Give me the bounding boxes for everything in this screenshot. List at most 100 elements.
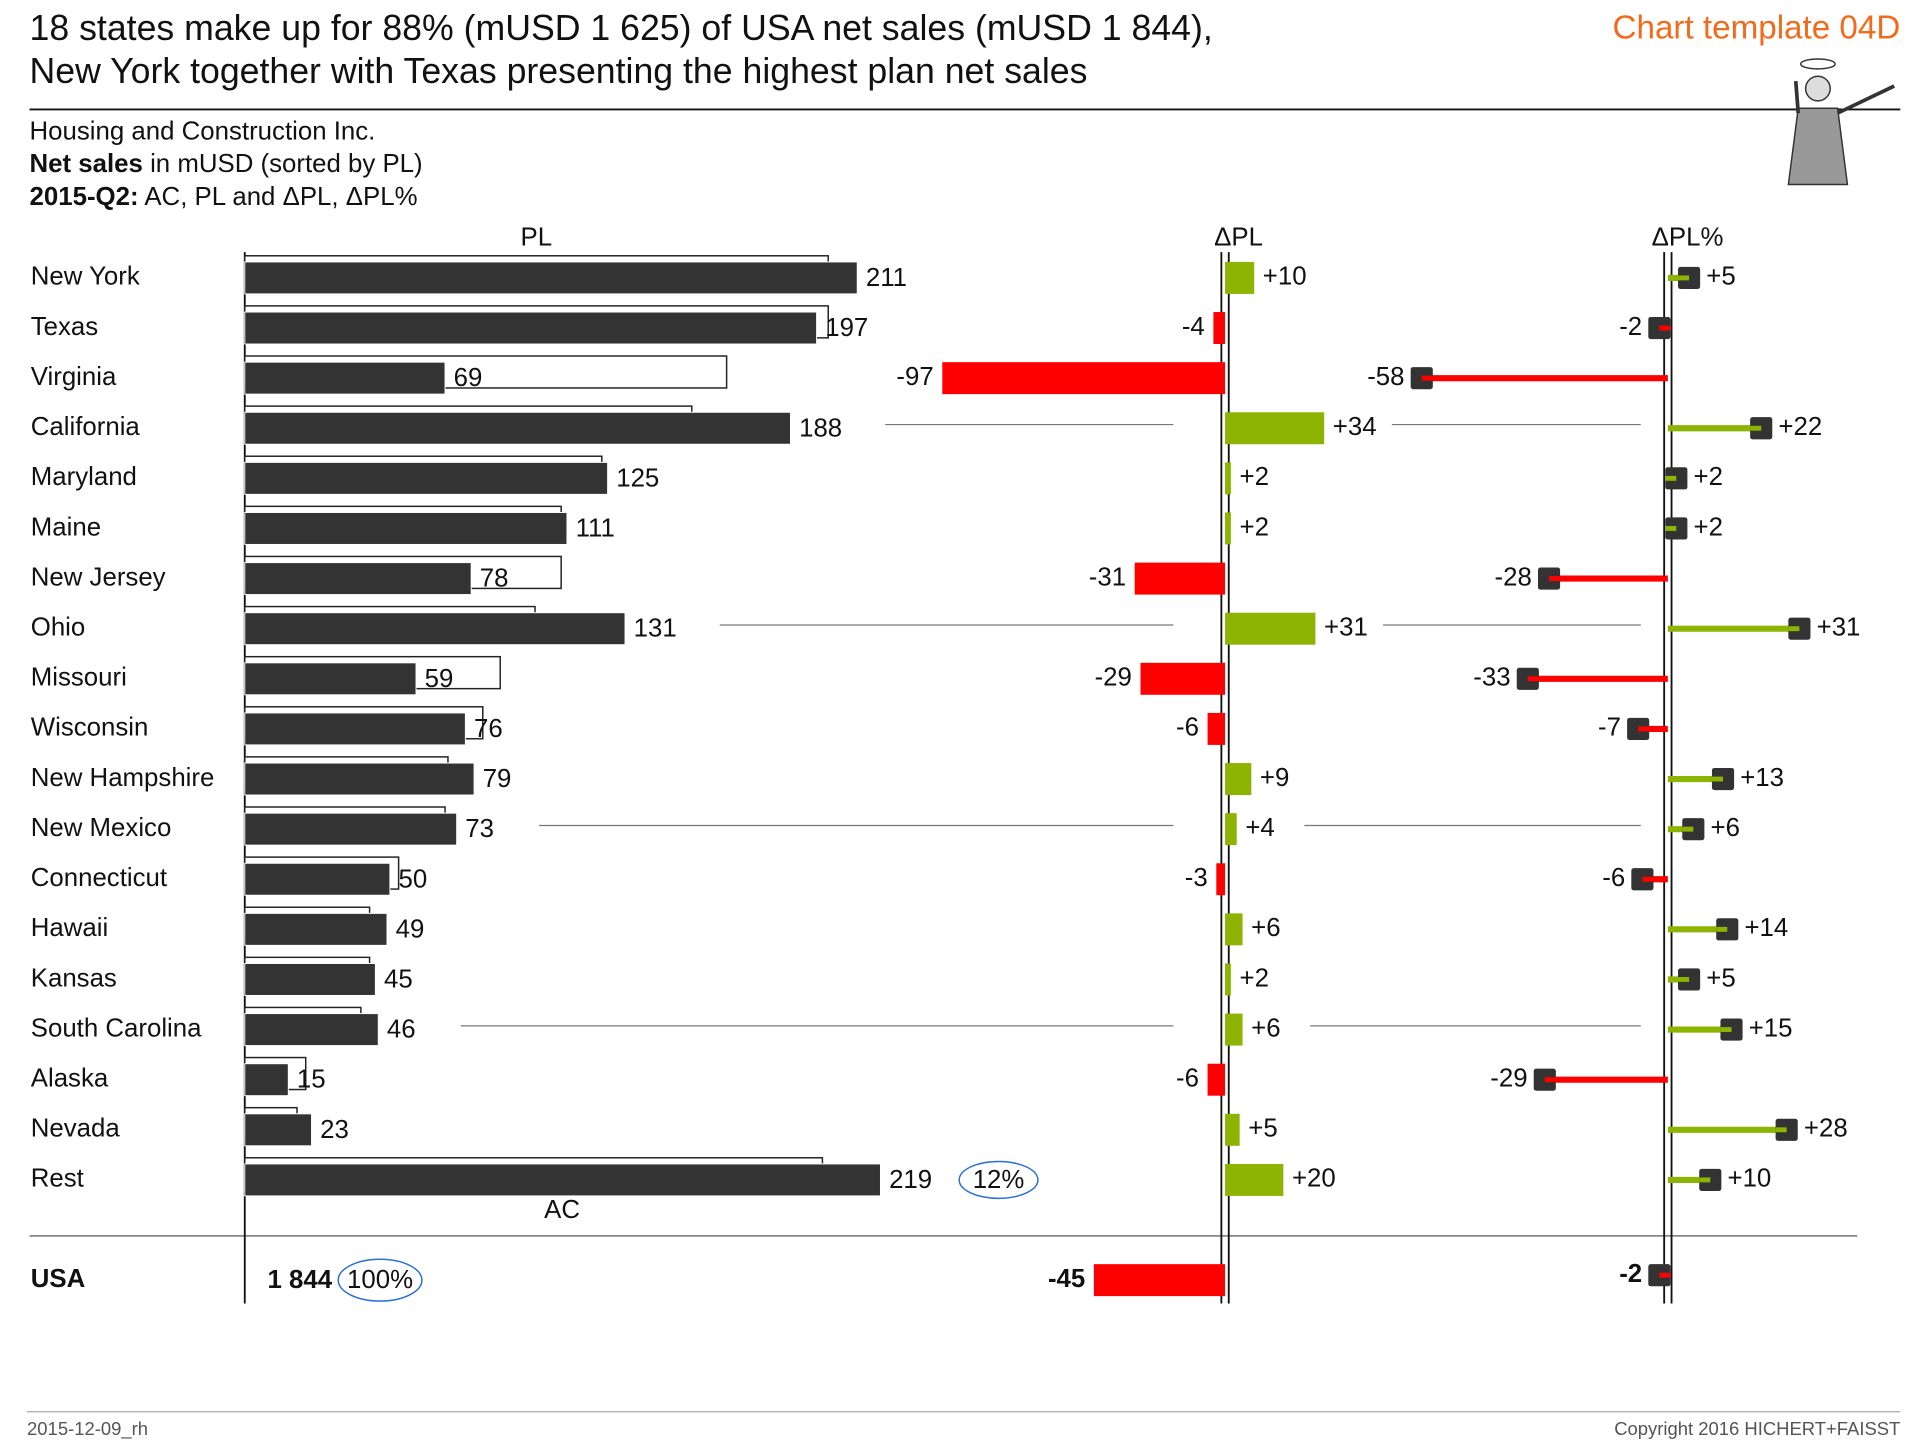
dpl-bar <box>1225 612 1316 645</box>
dpl-pct-label: -2 <box>1619 1260 1642 1288</box>
ac-label: 46 <box>387 1016 416 1044</box>
category-label: New Jersey <box>31 563 166 591</box>
dpl-label: -4 <box>1182 313 1205 341</box>
category-label: California <box>31 413 141 441</box>
subtitle-bold: Net sales <box>30 150 143 178</box>
ac-label: 111 <box>576 515 615 543</box>
ac-label: 49 <box>396 915 425 943</box>
dpl-bar <box>1225 1163 1284 1196</box>
dpl-label: +4 <box>1245 814 1274 842</box>
share-bubble <box>337 1258 423 1302</box>
dpl-pct-label: -58 <box>1367 363 1404 391</box>
dpl-label: +34 <box>1333 413 1377 441</box>
dpl-pct-label: +31 <box>1817 614 1861 642</box>
dpl-pct-label: -28 <box>1495 563 1532 591</box>
dpl-pct-label: -33 <box>1473 664 1510 692</box>
title-line: New York together with Texas presenting … <box>30 51 1088 91</box>
category-label: South Carolina <box>31 1014 202 1042</box>
dpl-pct-label: +14 <box>1744 914 1788 942</box>
ac-bar <box>244 361 446 395</box>
dpl-pct-label: +6 <box>1711 814 1740 842</box>
ac-label: 78 <box>480 565 509 593</box>
dpl-bar <box>1207 712 1226 745</box>
dpl-pct-label: +15 <box>1749 1014 1793 1042</box>
ac-label: 50 <box>399 865 428 893</box>
total-ac-label: 1 844 <box>267 1266 332 1294</box>
ac-bar <box>244 1163 881 1197</box>
column-header: ΔPL% <box>1652 223 1724 251</box>
ac-bar <box>244 411 791 445</box>
dpl-label: +5 <box>1248 1115 1277 1143</box>
dpl-pct-label: -7 <box>1598 714 1621 742</box>
dpl-bar <box>1225 1113 1240 1146</box>
dpl-bar <box>1134 562 1226 595</box>
category-label: Maryland <box>31 463 137 491</box>
ac-bar <box>244 461 609 495</box>
category-label: Missouri <box>31 664 127 692</box>
footer-copyright: Copyright 2016 HICHERT+FAISST <box>1614 1418 1900 1439</box>
dpl-label: +2 <box>1240 513 1269 541</box>
ac-label: 219 <box>889 1166 932 1194</box>
ac-label: 125 <box>616 464 659 492</box>
ac-label: 73 <box>465 815 494 843</box>
dpl-label: +6 <box>1251 1014 1280 1042</box>
category-label: Ohio <box>31 614 86 642</box>
ac-label: 59 <box>425 665 454 693</box>
ac-bar <box>244 1113 313 1147</box>
ac-label: 131 <box>634 615 677 643</box>
category-label: Hawaii <box>31 914 108 942</box>
dpl-bar <box>1225 261 1255 294</box>
dpl-label: -29 <box>1095 664 1132 692</box>
dpl-pct-label: +5 <box>1706 263 1735 291</box>
dpl-pct-label: +2 <box>1694 463 1723 491</box>
category-label: Connecticut <box>31 864 167 892</box>
subtitle: 2015-Q2: AC, PL and ΔPL, ΔPL% <box>30 183 418 211</box>
dpl-pct-label: +22 <box>1778 413 1822 441</box>
ac-bar <box>244 962 376 996</box>
category-label: Texas <box>31 313 98 341</box>
dpl-bar <box>1093 1264 1226 1297</box>
dpl-label: +2 <box>1240 964 1269 992</box>
dpl-bar <box>1225 813 1237 846</box>
dpl-pct-label: -2 <box>1619 313 1642 341</box>
dpl-bar <box>1225 512 1231 545</box>
ac-bar <box>244 1013 379 1047</box>
category-label: Maine <box>31 513 101 541</box>
ac-bar <box>244 812 458 846</box>
subtitle: Net sales in mUSD (sorted by PL) <box>30 150 423 178</box>
ac-bar <box>244 612 626 646</box>
category-label: New Mexico <box>31 814 172 842</box>
dpl-bar <box>1225 763 1252 796</box>
ac-bar <box>244 261 858 295</box>
column-header: ΔPL <box>1214 223 1263 251</box>
ac-label: 23 <box>320 1116 349 1144</box>
category-label: Wisconsin <box>31 714 149 742</box>
ac-label: 188 <box>799 414 842 442</box>
dpl-label: -97 <box>896 363 933 391</box>
subtitle-bold: 2015-Q2: <box>30 183 139 211</box>
dpl-pct-label: +28 <box>1804 1115 1848 1143</box>
dpl-pct-label: +10 <box>1728 1165 1772 1193</box>
dpl-label: +2 <box>1240 463 1269 491</box>
ac-bar <box>244 862 391 896</box>
category-label: New York <box>31 263 140 291</box>
dpl-label: -6 <box>1176 1065 1199 1093</box>
dpl-label: -3 <box>1185 864 1208 892</box>
ac-label: 69 <box>454 364 483 392</box>
dpl-label: +6 <box>1251 914 1280 942</box>
subtitle-part: AC, PL and ΔPL, ΔPL% <box>139 183 418 211</box>
total-share-label: 100% <box>347 1266 413 1294</box>
dpl-bar <box>1225 412 1325 445</box>
column-header: AC <box>544 1196 580 1224</box>
ac-label: 197 <box>825 314 868 342</box>
category-label: Nevada <box>31 1115 121 1143</box>
ac-bar <box>244 562 472 596</box>
category-label: New Hampshire <box>31 764 215 792</box>
ac-label: 79 <box>483 765 512 793</box>
ac-bar <box>244 762 475 796</box>
dpl-pct-label: +13 <box>1740 764 1784 792</box>
ac-label: 15 <box>297 1066 326 1094</box>
dpl-bar <box>1213 312 1226 345</box>
ac-bar <box>244 511 568 545</box>
